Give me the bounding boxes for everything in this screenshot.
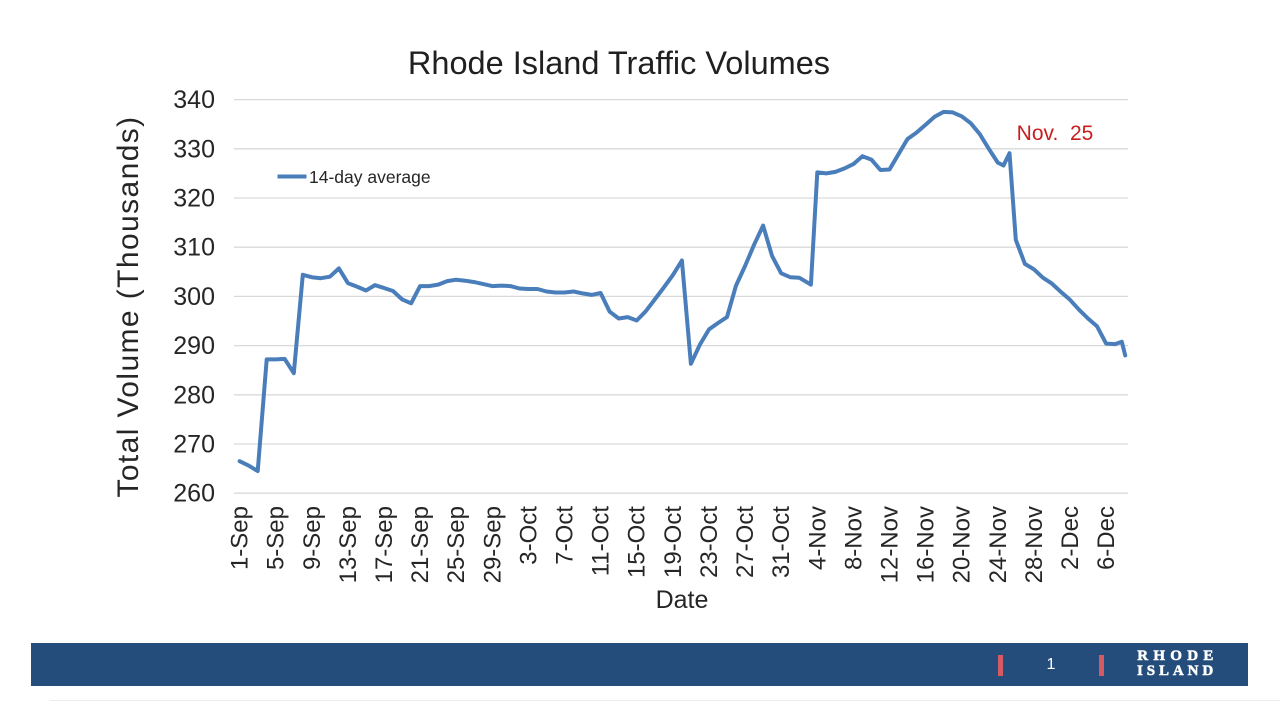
svg-text:Date: Date xyxy=(656,586,709,614)
svg-text:28-Nov: 28-Nov xyxy=(1021,506,1048,583)
svg-text:19-Oct: 19-Oct xyxy=(660,506,687,578)
svg-text:13-Sep: 13-Sep xyxy=(335,506,362,583)
svg-text:15-Oct: 15-Oct xyxy=(624,506,651,578)
svg-text:31-Oct: 31-Oct xyxy=(768,506,795,578)
svg-text:5-Sep: 5-Sep xyxy=(263,506,290,570)
svg-text:330: 330 xyxy=(173,135,215,163)
svg-text:4-Nov: 4-Nov xyxy=(804,506,831,570)
svg-text:3-Oct: 3-Oct xyxy=(515,506,542,565)
svg-text:27-Oct: 27-Oct xyxy=(732,506,759,578)
svg-text:8-Nov: 8-Nov xyxy=(840,506,867,570)
svg-text:29-Sep: 29-Sep xyxy=(479,506,506,583)
svg-text:280: 280 xyxy=(173,381,215,409)
svg-text:11-Oct: 11-Oct xyxy=(588,506,615,577)
svg-text:340: 340 xyxy=(173,86,215,114)
svg-text:9-Sep: 9-Sep xyxy=(299,506,326,570)
svg-text:24-Nov: 24-Nov xyxy=(985,506,1012,583)
svg-text:23-Oct: 23-Oct xyxy=(696,506,723,578)
svg-text:260: 260 xyxy=(173,480,215,508)
svg-text:320: 320 xyxy=(173,185,215,213)
svg-text:21-Sep: 21-Sep xyxy=(407,506,434,583)
svg-text:25-Sep: 25-Sep xyxy=(443,506,470,583)
svg-text:1-Sep: 1-Sep xyxy=(227,506,254,570)
svg-text:310: 310 xyxy=(173,234,215,262)
svg-text:7-Oct: 7-Oct xyxy=(552,506,579,565)
svg-text:17-Sep: 17-Sep xyxy=(371,506,398,583)
svg-text:290: 290 xyxy=(173,332,215,360)
svg-text:20-Nov: 20-Nov xyxy=(949,506,976,583)
svg-text:Nov. 25: Nov. 25 xyxy=(1017,122,1094,145)
svg-text:Rhode Island Traffic Volumes: Rhode Island Traffic Volumes xyxy=(408,45,830,81)
svg-text:16-Nov: 16-Nov xyxy=(913,506,940,583)
svg-text:2-Dec: 2-Dec xyxy=(1057,506,1084,570)
svg-text:Total Volume (Thousands): Total Volume (Thousands) xyxy=(112,115,145,497)
svg-text:12-Nov: 12-Nov xyxy=(877,506,904,583)
svg-text:300: 300 xyxy=(173,283,215,311)
svg-text:270: 270 xyxy=(173,431,215,459)
svg-text:6-Dec: 6-Dec xyxy=(1093,506,1120,570)
svg-text:14-day average: 14-day average xyxy=(309,167,431,187)
